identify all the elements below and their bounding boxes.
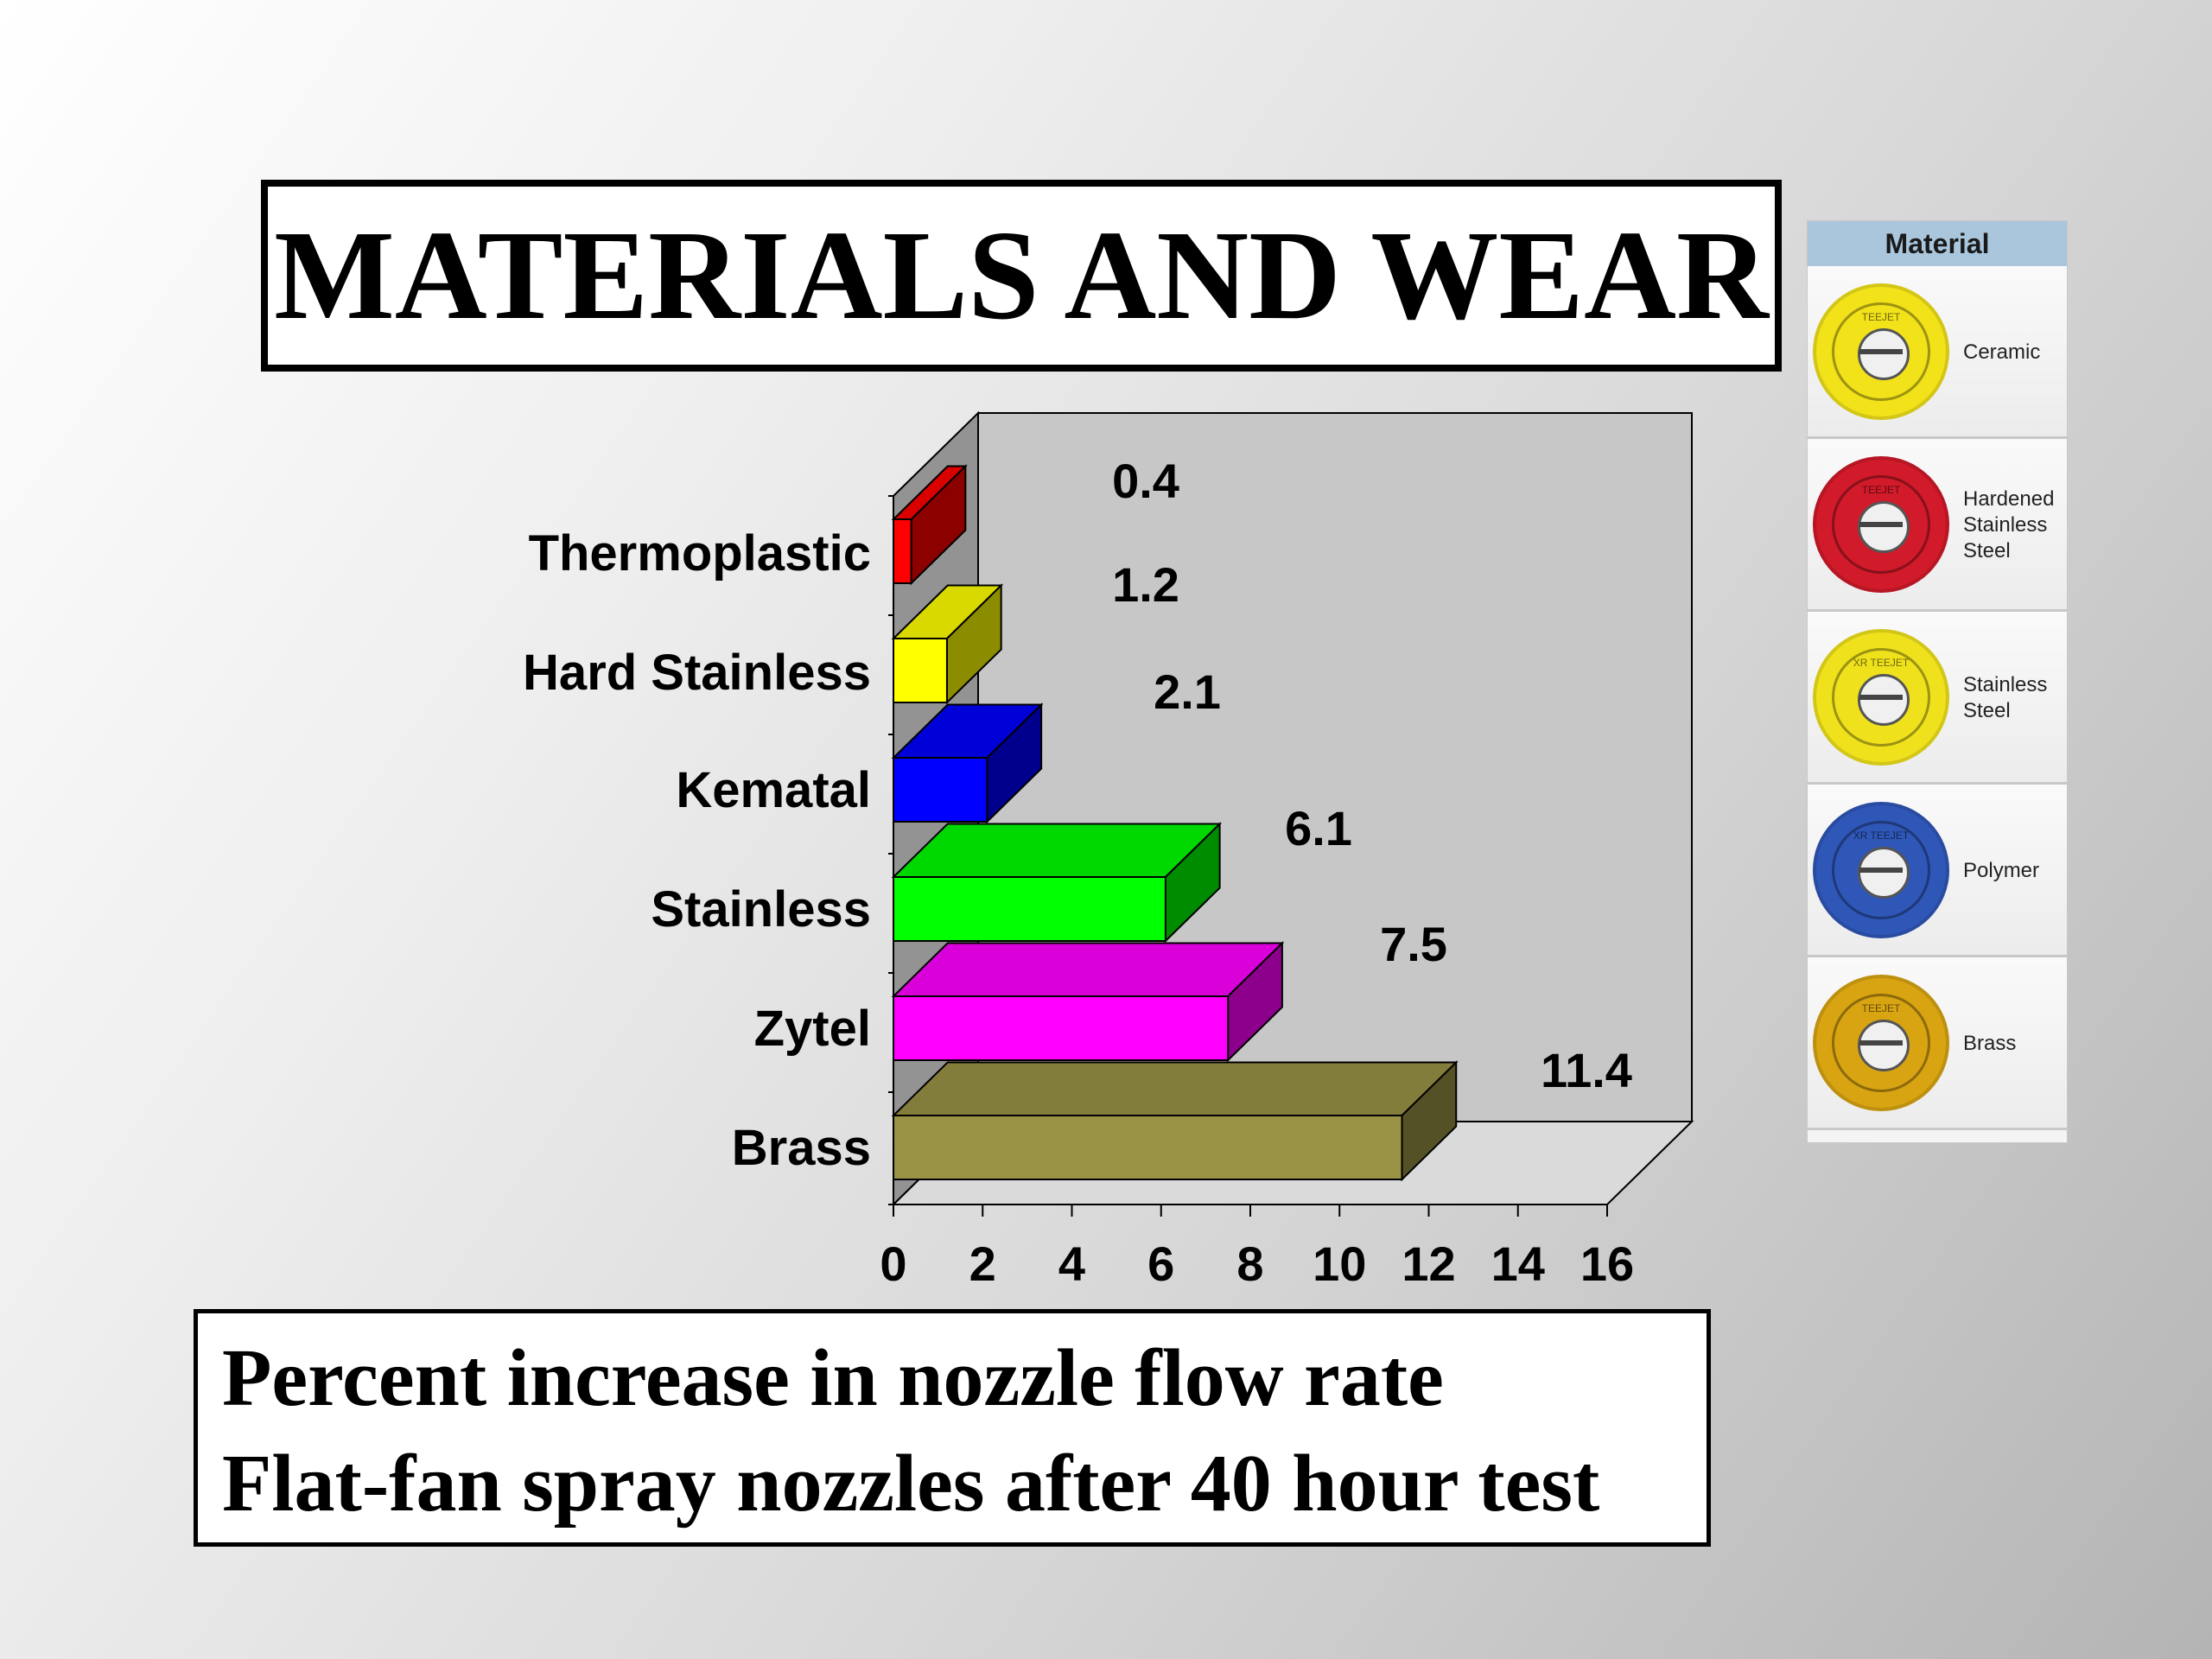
nozzle-brand-text: TEEJET	[1861, 1002, 1901, 1014]
bar-zytel	[891, 941, 1285, 1063]
legend-item: TEEJET Hardened Stainless Steel	[1808, 439, 2067, 612]
bar-front-face	[893, 1115, 1403, 1180]
bar-stainless	[891, 822, 1223, 944]
x-tick-label: 16	[1580, 1236, 1634, 1291]
caption-line-2: Flat-fan spray nozzles after 40 hour tes…	[222, 1439, 1600, 1529]
x-tick-label: 2	[969, 1236, 996, 1291]
caption-line-1: Percent increase in nozzle flow rate	[222, 1333, 1444, 1423]
value-label: 0.4	[1112, 454, 1179, 508]
nozzle-tip-icon: TEEJET	[1813, 283, 1949, 420]
legend-item: XR TEEJET Stainless Steel	[1808, 612, 2067, 785]
title-box: MATERIALS AND WEAR	[261, 180, 1782, 372]
bar-thermoplastic	[891, 464, 968, 586]
bar-front-face	[893, 518, 912, 584]
bar-hard-stainless	[891, 583, 1004, 705]
value-label: 1.2	[1112, 557, 1179, 612]
legend-item-label: Stainless Steel	[1963, 673, 2048, 722]
bar-front-face	[893, 876, 1166, 942]
bar-top-face	[891, 942, 1285, 997]
slide-title: MATERIALS AND WEAR	[274, 205, 1769, 346]
category-label: Hard Stainless	[523, 645, 871, 701]
x-tick-label: 4	[1058, 1236, 1085, 1291]
legend-item: TEEJET Ceramic	[1808, 266, 2067, 439]
bar-front-face	[893, 757, 988, 823]
legend-header: Material	[1808, 221, 2067, 266]
nozzle-brand-text: XR TEEJET	[1853, 657, 1910, 669]
legend-item: XR TEEJET Polymer	[1808, 785, 2067, 957]
category-label: Kematal	[676, 762, 871, 818]
bar-front-face	[893, 995, 1230, 1061]
category-label: Thermoplastic	[529, 525, 871, 582]
nozzle-brand-text: TEEJET	[1861, 311, 1901, 323]
nozzle-tip-icon: XR TEEJET	[1813, 629, 1949, 766]
bar-front-face	[893, 638, 948, 703]
nozzle-tip-icon: XR TEEJET	[1813, 802, 1949, 938]
bar-brass	[891, 1060, 1459, 1182]
legend-item-label: Hardened Stainless Steel	[1963, 487, 2055, 563]
bar-top-face	[891, 1061, 1459, 1116]
x-tick-label: 8	[1236, 1236, 1263, 1291]
legend-item-label: Ceramic	[1963, 340, 2041, 364]
nozzle-tip-icon: TEEJET	[1813, 456, 1949, 593]
x-tick-label: 12	[1402, 1236, 1455, 1291]
nozzle-brand-text: TEEJET	[1861, 484, 1901, 496]
bar-kematal	[891, 702, 1044, 824]
x-tick-label: 0	[880, 1236, 906, 1291]
material-legend-panel: Material TEEJET Ceramic TEEJET Hardened Sta…	[1808, 221, 2067, 1142]
nozzle-brand-text: XR TEEJET	[1853, 830, 1910, 842]
bar-top-face	[891, 823, 1223, 878]
legend-item-label: Polymer	[1963, 859, 2040, 882]
caption-box: Percent increase in nozzle flow rate Fla…	[194, 1309, 1711, 1547]
value-label: 7.5	[1380, 917, 1447, 971]
legend-item-label: Brass	[1963, 1032, 2017, 1055]
category-label: Zytel	[754, 1001, 871, 1057]
x-tick-label: 6	[1147, 1236, 1174, 1291]
value-label: 2.1	[1154, 664, 1221, 719]
category-label: Brass	[732, 1120, 871, 1176]
legend-item: TEEJET Brass	[1808, 957, 2067, 1130]
x-tick-label: 14	[1491, 1236, 1545, 1291]
category-label: Stainless	[651, 881, 871, 938]
value-label: 11.4	[1541, 1043, 1632, 1097]
nozzle-tip-icon: TEEJET	[1813, 975, 1949, 1111]
x-tick-label: 10	[1313, 1236, 1366, 1291]
value-label: 6.1	[1285, 801, 1352, 855]
